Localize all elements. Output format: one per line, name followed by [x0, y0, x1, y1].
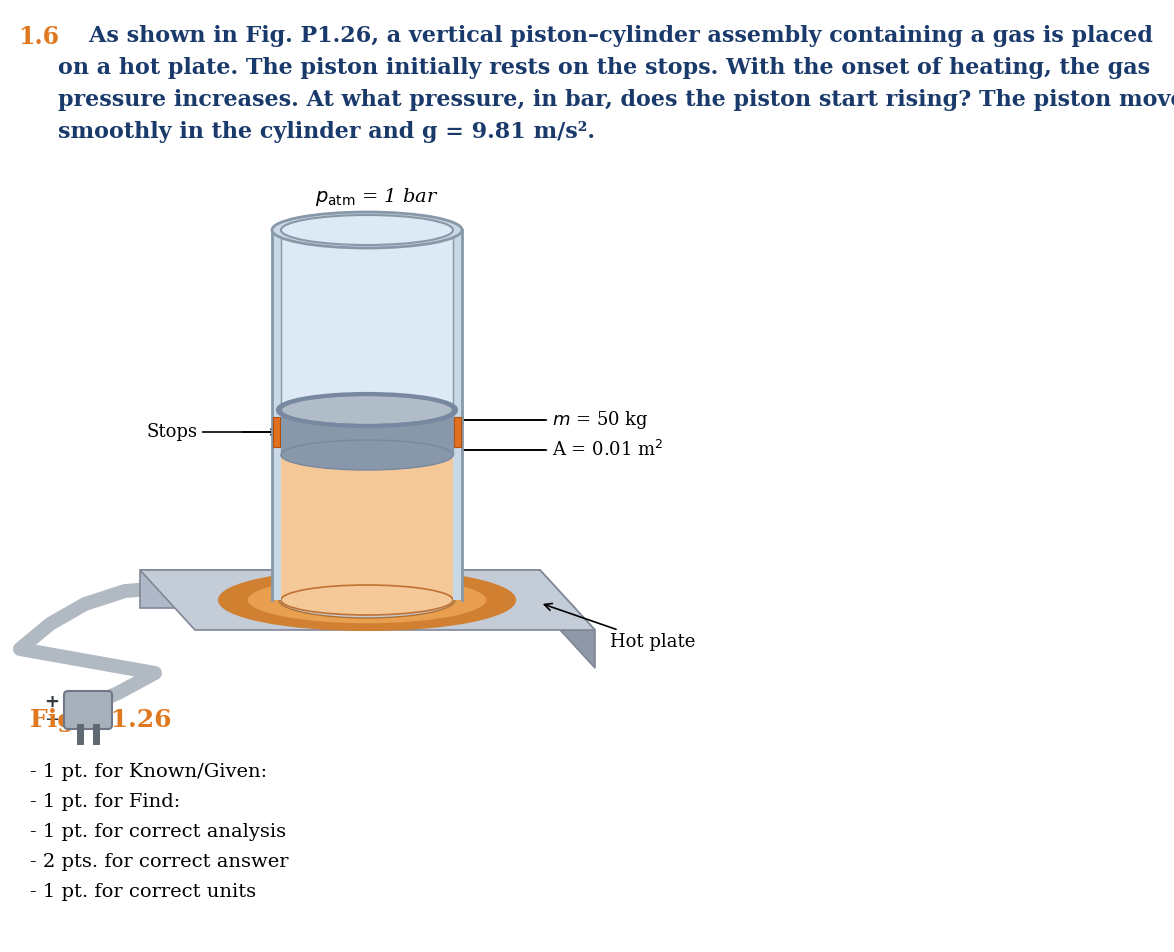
Ellipse shape	[281, 440, 453, 470]
Text: - 2 pts. for correct answer: - 2 pts. for correct answer	[31, 853, 289, 871]
Ellipse shape	[272, 212, 463, 248]
Bar	[453, 230, 463, 600]
Ellipse shape	[279, 582, 456, 618]
Text: $m$ = 50 kg: $m$ = 50 kg	[456, 409, 648, 431]
Ellipse shape	[281, 215, 453, 245]
Polygon shape	[540, 570, 595, 668]
Text: As shown in Fig. P1.26, a vertical piston–cylinder assembly containing a gas is : As shown in Fig. P1.26, a vertical pisto…	[58, 25, 1153, 47]
Bar	[281, 230, 453, 410]
Text: - 1 pt. for correct analysis: - 1 pt. for correct analysis	[31, 823, 286, 841]
Text: Stops: Stops	[146, 423, 278, 441]
Text: Fig. P1.26: Fig. P1.26	[31, 708, 171, 732]
Ellipse shape	[281, 395, 453, 425]
Bar	[454, 417, 461, 447]
Text: - 1 pt. for Known/Given:: - 1 pt. for Known/Given:	[31, 763, 268, 781]
Polygon shape	[140, 570, 595, 630]
Text: +: +	[45, 693, 60, 711]
Polygon shape	[140, 570, 540, 608]
Ellipse shape	[281, 585, 453, 615]
Bar	[281, 410, 453, 455]
Text: A = 0.01 m$^2$: A = 0.01 m$^2$	[446, 440, 663, 460]
Text: Hot plate: Hot plate	[545, 604, 695, 651]
Bar	[274, 417, 281, 447]
Text: 1.6: 1.6	[18, 25, 59, 49]
Text: pressure increases. At what pressure, in bar, does the piston start rising? The : pressure increases. At what pressure, in…	[58, 89, 1174, 111]
Text: Gas: Gas	[338, 524, 376, 542]
Bar	[272, 230, 281, 600]
Text: Piston: Piston	[329, 428, 385, 446]
Text: smoothly in the cylinder and g = 9.81 m/s².: smoothly in the cylinder and g = 9.81 m/…	[58, 121, 595, 143]
Ellipse shape	[220, 570, 515, 630]
Ellipse shape	[247, 576, 487, 624]
Bar	[281, 455, 453, 600]
Text: on a hot plate. The piston initially rests on the stops. With the onset of heati: on a hot plate. The piston initially res…	[58, 57, 1151, 79]
FancyBboxPatch shape	[65, 691, 112, 729]
Text: - 1 pt. for correct units: - 1 pt. for correct units	[31, 883, 256, 901]
Text: - 1 pt. for Find:: - 1 pt. for Find:	[31, 793, 181, 811]
Text: $p_{\mathrm{atm}}$ = 1 bar: $p_{\mathrm{atm}}$ = 1 bar	[315, 186, 439, 208]
Text: −: −	[45, 711, 60, 729]
